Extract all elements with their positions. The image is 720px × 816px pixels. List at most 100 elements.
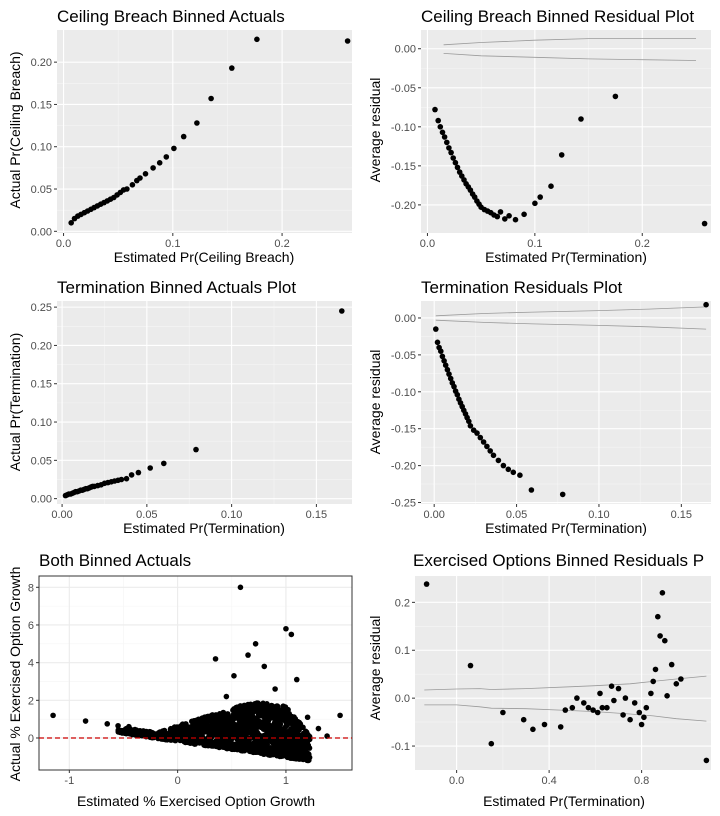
data-point bbox=[500, 709, 506, 716]
data-point bbox=[521, 211, 527, 218]
data-point bbox=[432, 106, 438, 113]
x-tick-label: 0.8 bbox=[634, 775, 649, 787]
x-tick-label: 0.2 bbox=[635, 238, 650, 250]
chart-title: Ceiling Breach Binned Actuals bbox=[57, 7, 285, 26]
data-point bbox=[520, 716, 527, 723]
y-tick-label: 0.0 bbox=[395, 693, 410, 705]
band-line-lower bbox=[435, 319, 707, 330]
data-point bbox=[277, 726, 284, 732]
data-point bbox=[467, 662, 474, 669]
panel-both-actuals: Both Binned Actuals Estimated % Exercise… bbox=[7, 551, 353, 809]
data-point bbox=[558, 152, 565, 158]
data-point bbox=[291, 714, 297, 720]
data-point bbox=[652, 666, 659, 673]
data-point bbox=[82, 718, 89, 724]
y-tick-label: -0.25 bbox=[391, 498, 416, 510]
y-tick-label: -0.20 bbox=[391, 200, 416, 212]
plot-background bbox=[421, 301, 711, 504]
data-point bbox=[541, 721, 548, 728]
y-tick-label: 6 bbox=[28, 620, 34, 632]
y-tick-label: -0.15 bbox=[391, 161, 416, 173]
y-tick-label: 0.00 bbox=[395, 313, 416, 325]
data-point bbox=[201, 724, 208, 730]
data-point bbox=[284, 712, 291, 719]
data-point bbox=[664, 693, 670, 699]
data-point bbox=[569, 704, 576, 711]
data-point bbox=[442, 362, 449, 369]
data-point bbox=[128, 472, 135, 478]
x-tick-label: 0 bbox=[175, 775, 181, 787]
data-point bbox=[233, 741, 240, 748]
y-axis-label: Actual % Exercised Option Growth bbox=[7, 567, 23, 782]
y-tick-label: 2 bbox=[28, 695, 34, 707]
data-point bbox=[502, 216, 508, 222]
x-tick-label: 1 bbox=[283, 775, 289, 787]
data-point bbox=[237, 584, 244, 591]
y-axis-label: Average residual bbox=[367, 78, 383, 183]
data-point bbox=[243, 740, 250, 747]
data-point bbox=[437, 124, 444, 130]
data-point bbox=[273, 718, 280, 724]
data-point bbox=[265, 752, 272, 758]
data-point bbox=[612, 93, 619, 100]
data-point bbox=[276, 745, 283, 752]
y-tick-label: 0.05 bbox=[31, 455, 52, 467]
y-tick-label: 0.10 bbox=[31, 417, 52, 429]
data-point bbox=[446, 371, 452, 377]
data-point bbox=[267, 736, 274, 742]
data-point bbox=[648, 690, 654, 697]
data-point bbox=[248, 745, 254, 751]
data-point bbox=[599, 704, 606, 711]
y-tick-label: 0.00 bbox=[31, 226, 52, 238]
data-point bbox=[188, 724, 194, 730]
data-point bbox=[260, 700, 266, 707]
data-point bbox=[202, 717, 208, 723]
data-point bbox=[636, 709, 643, 716]
data-point bbox=[315, 725, 322, 732]
data-point bbox=[181, 736, 187, 742]
panel-termination-residuals: Termination Residuals Plot Estimated Pr(… bbox=[367, 278, 711, 536]
band-line-lower bbox=[424, 704, 707, 722]
data-point bbox=[604, 704, 610, 711]
x-axis-label: Estimated Pr(Termination) bbox=[485, 249, 647, 265]
data-point bbox=[220, 716, 227, 723]
data-point bbox=[703, 301, 709, 308]
x-axis-label: Estimated Pr(Termination) bbox=[483, 793, 645, 809]
data-point bbox=[490, 452, 497, 459]
data-point bbox=[289, 752, 296, 759]
data-point bbox=[209, 721, 215, 728]
data-point bbox=[438, 348, 444, 355]
data-point bbox=[142, 171, 149, 177]
data-point bbox=[180, 133, 187, 140]
data-point bbox=[68, 220, 74, 226]
chart-title: Termination Residuals Plot bbox=[421, 278, 623, 297]
data-point bbox=[245, 652, 251, 658]
y-tick-label: 0 bbox=[28, 733, 34, 745]
panel-ceiling-breach-actuals: Ceiling Breach Binned Actuals Estimated … bbox=[7, 7, 352, 265]
data-point bbox=[119, 728, 126, 734]
data-point bbox=[446, 145, 452, 151]
data-point bbox=[500, 462, 507, 469]
data-point bbox=[480, 439, 487, 445]
y-tick-label: 0.15 bbox=[31, 379, 52, 391]
x-axis-label: Estimated Pr(Termination) bbox=[485, 520, 647, 536]
data-point bbox=[441, 134, 448, 140]
data-point bbox=[230, 712, 237, 719]
data-point bbox=[444, 139, 450, 146]
data-point bbox=[267, 705, 274, 712]
data-point bbox=[212, 656, 219, 662]
data-point bbox=[228, 719, 234, 726]
data-point bbox=[444, 366, 451, 373]
data-point bbox=[466, 418, 472, 425]
y-tick-label: 8 bbox=[28, 582, 34, 594]
data-point bbox=[198, 729, 204, 735]
data-point bbox=[339, 308, 345, 314]
data-point bbox=[123, 475, 130, 482]
x-tick-label: 0.05 bbox=[136, 509, 157, 521]
data-point bbox=[638, 721, 645, 728]
data-point bbox=[505, 466, 512, 473]
data-point bbox=[627, 716, 633, 723]
data-point bbox=[252, 701, 258, 707]
data-point bbox=[585, 704, 592, 711]
data-point bbox=[273, 736, 280, 742]
